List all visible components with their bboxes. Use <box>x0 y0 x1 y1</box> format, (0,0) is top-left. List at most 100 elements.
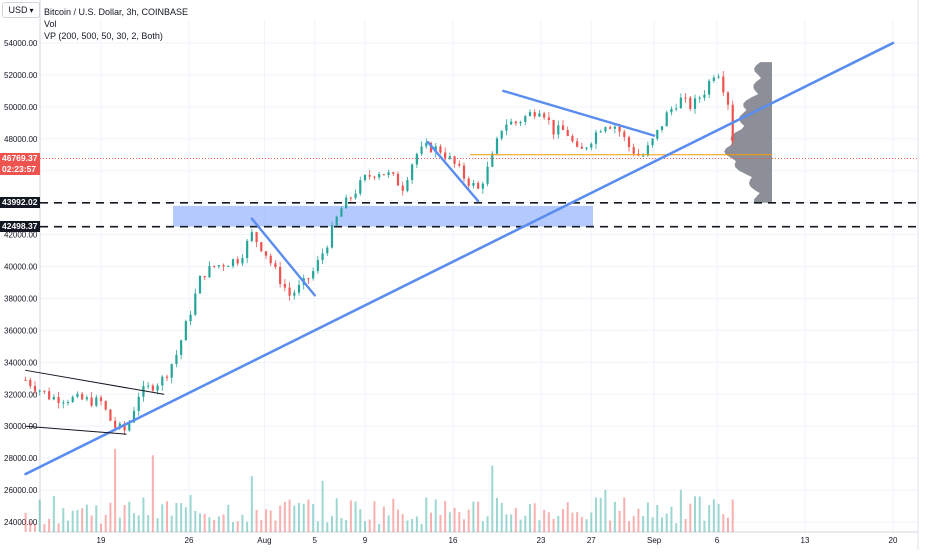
volume-bar <box>104 514 107 532</box>
candle-body <box>180 340 183 355</box>
volume-bar <box>415 516 418 532</box>
volume-bar <box>67 520 69 532</box>
volume-bar <box>349 500 352 532</box>
volume-bar <box>425 497 428 532</box>
volume-bar <box>642 516 645 532</box>
candle-body <box>66 402 70 404</box>
candle-body <box>387 172 390 176</box>
candle-body <box>561 125 565 131</box>
volume-bar <box>467 509 470 532</box>
volume-bar <box>434 499 437 532</box>
candle-body <box>703 94 706 98</box>
candle-body <box>95 397 98 406</box>
candle-body <box>594 132 598 144</box>
candle-body <box>660 126 664 130</box>
candle-body <box>81 393 84 400</box>
candle-body <box>477 182 480 189</box>
volume-bar <box>562 508 564 532</box>
candle-body <box>495 138 499 154</box>
volume-bar <box>147 515 150 532</box>
candle-body <box>57 396 60 403</box>
candle-body <box>189 314 192 322</box>
time-tick-label: Sep <box>647 536 662 545</box>
volume-bar <box>623 497 626 532</box>
volume-bar <box>48 518 51 532</box>
chart-title[interactable]: Bitcoin / U.S. Dollar, 3h, COINBASE <box>44 7 189 17</box>
price-tick-label: 42000.00 <box>4 231 38 240</box>
volume-bar <box>637 508 640 532</box>
volume-bar <box>411 518 414 532</box>
volume-indicator-label[interactable]: Vol <box>44 19 57 29</box>
volume-bar <box>76 510 79 532</box>
candle-body <box>708 80 711 95</box>
candle-body <box>222 265 225 267</box>
volume-bar <box>302 503 305 532</box>
candle-body <box>547 117 550 120</box>
volume-profile-label[interactable]: VP (200, 500, 50, 30, 2, Both) <box>44 31 163 41</box>
candle-body <box>321 253 324 261</box>
volume-bar <box>576 512 579 532</box>
volume-bar <box>448 512 451 532</box>
time-tick-label: 19 <box>97 536 106 545</box>
candle-body <box>104 401 107 410</box>
candle-body <box>330 225 334 248</box>
candle-body <box>175 354 178 364</box>
volume-bar <box>335 498 338 532</box>
volume-bar <box>236 521 239 532</box>
volume-bar <box>90 515 93 532</box>
volume-bar <box>689 503 692 532</box>
candle-body <box>279 266 282 284</box>
candle-body <box>165 376 169 378</box>
volume-bar <box>439 514 442 532</box>
candle-body <box>335 216 338 226</box>
volume-bar <box>618 510 621 532</box>
volume-bar <box>533 503 536 532</box>
volume-bar <box>382 506 385 532</box>
volume-bar <box>628 521 630 532</box>
candle-body <box>642 155 645 157</box>
candle-body <box>255 232 258 243</box>
price-tick-label: 48000.00 <box>4 135 38 144</box>
candle-body <box>99 397 103 402</box>
candle-body <box>260 242 263 252</box>
volume-bar <box>392 498 395 532</box>
candle-body <box>52 396 55 400</box>
volume-bar <box>137 515 140 532</box>
volume-bar <box>269 510 272 532</box>
volume-bar <box>727 517 729 532</box>
volume-bar <box>57 523 60 532</box>
volume-bar <box>472 501 475 532</box>
candle-body <box>675 108 678 110</box>
price-tick-label: 24000.00 <box>4 518 38 527</box>
candle-body <box>514 121 517 124</box>
volume-bar <box>609 520 612 532</box>
volume-bar <box>81 508 84 532</box>
candle-body <box>170 363 173 378</box>
candle-body <box>698 97 701 99</box>
volume-bar <box>703 520 706 532</box>
candle-body <box>283 283 286 288</box>
volume-bar <box>604 490 607 532</box>
candle-body <box>345 197 348 209</box>
volume-bar <box>199 513 201 532</box>
volume-bar <box>590 512 593 532</box>
volume-bar <box>632 515 635 532</box>
symbol-search-button[interactable]: USD ▾ <box>2 2 40 18</box>
time-tick-label: 16 <box>449 536 458 545</box>
volume-bar <box>312 503 315 532</box>
volume-bar <box>345 520 348 532</box>
candle-body <box>500 130 503 139</box>
volume-bar <box>213 519 216 532</box>
level-upper-tag: 43992.02 <box>0 197 40 208</box>
candle-body <box>147 385 150 387</box>
candle-body <box>208 265 211 278</box>
volume-bar <box>175 502 178 532</box>
volume-bar <box>71 510 74 532</box>
volume-bar <box>246 521 249 532</box>
volume-bar <box>585 519 588 532</box>
candle-body <box>373 176 376 178</box>
candle-body <box>453 156 456 164</box>
volume-bar <box>665 513 668 532</box>
